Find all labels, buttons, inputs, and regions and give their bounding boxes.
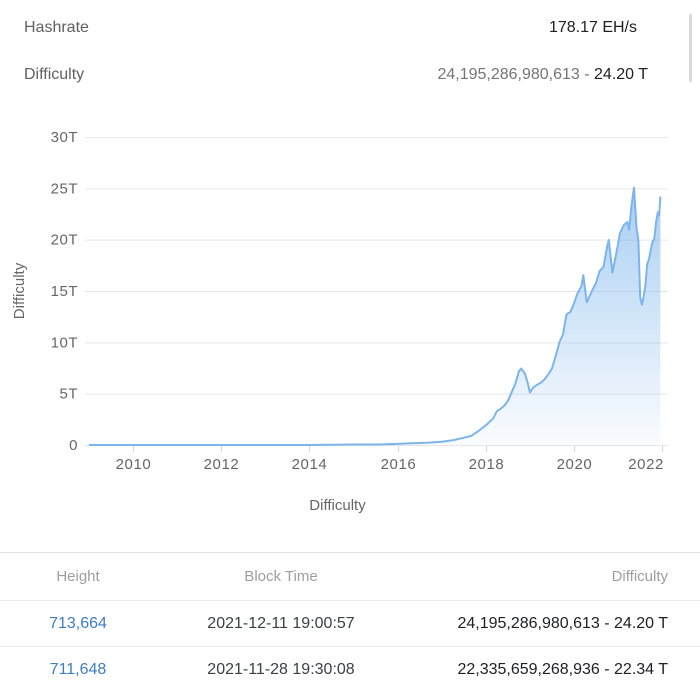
block-height-link[interactable]: 711,648 — [49, 661, 107, 678]
difficulty-chart-svg: 0 5T 10T 15T 20T 25T 30T 2010 2012 2014 2016 2018 20… — [11, 129, 668, 473]
hashrate-label: Hashrate — [24, 19, 89, 36]
difficulty-area-series — [88, 187, 661, 446]
block-height-link[interactable]: 713,664 — [49, 614, 107, 632]
x-tick-label: 2022 — [628, 456, 664, 473]
col-header-difficulty: Difficulty — [611, 568, 668, 585]
hashrate-value: 178.17 EH/s — [548, 19, 637, 36]
y-tick-label: 30T — [51, 129, 78, 146]
difficulty-chart[interactable]: 0 5T 10T 15T 20T 25T 30T 2010 2012 2014 2016 2018 20… — [0, 0, 700, 530]
difficulty-cell: 24,195,286,980,613 - 24.20 T — [457, 614, 668, 632]
difficulty-cell: 22,335,659,268,936 - 22.34 T — [457, 661, 668, 678]
x-tick-label: 2010 — [116, 456, 152, 473]
y-tick-label: 0 — [69, 437, 78, 454]
height-cell: 713,664 — [0, 601, 156, 646]
block-time-cell: 2021-12-11 19:00:57 — [207, 614, 355, 632]
difficulty-line-series — [88, 186, 662, 446]
x-tick-label: 2016 — [381, 456, 417, 473]
height-cell: 711,648 — [0, 647, 156, 693]
chart-legend-difficulty[interactable]: Difficulty — [309, 497, 366, 514]
y-tick-label: 25T — [51, 180, 78, 197]
difficulty-short-number: 24.20 T — [594, 66, 648, 83]
difficulty-stat-value: 24,195,286,980,613 - 24.20 T — [437, 66, 648, 84]
y-tick-label: 5T — [59, 386, 78, 403]
table-body: 713,664 2021-12-11 19:00:57 24,195,286,980… — [0, 601, 700, 693]
y-axis-title: Difficulty — [11, 262, 28, 319]
block-time-cell: 2021-11-28 19:30:08 — [207, 661, 355, 678]
y-tick-label: 10T — [51, 334, 78, 351]
y-tick-label: 15T — [51, 283, 78, 300]
difficulty-history-table: Height Block Time Difficulty 713,664 2021… — [0, 552, 700, 693]
y-tick-label: 20T — [51, 232, 78, 249]
table-row: 713,664 2021-12-11 19:00:57 24,195,286,980… — [0, 601, 700, 647]
table-row: 711,648 2021-11-28 19:30:08 22,335,659,268… — [0, 647, 700, 693]
scrollbar-thumb[interactable] — [689, 14, 692, 82]
x-tick-label: 2018 — [469, 456, 505, 473]
difficulty-stat-label: Difficulty — [24, 66, 85, 83]
x-tick-label: 2020 — [557, 456, 593, 473]
x-tick-label: 2012 — [204, 456, 240, 473]
col-header-height: Height — [56, 568, 100, 585]
x-tick-label: 2014 — [292, 456, 328, 473]
col-header-block-time: Block Time — [244, 568, 318, 585]
table-header-row: Height Block Time Difficulty — [0, 552, 700, 601]
difficulty-full-number: 24,195,286,980,613 - — [437, 66, 595, 83]
